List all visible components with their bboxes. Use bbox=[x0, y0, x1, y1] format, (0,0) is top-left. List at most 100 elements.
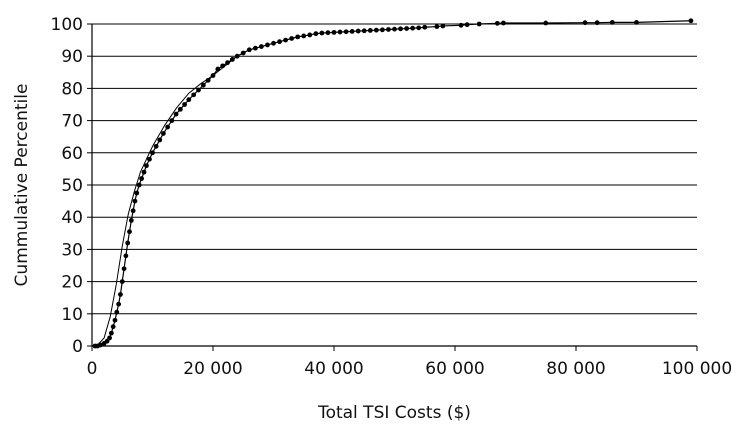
data-point bbox=[634, 19, 639, 25]
data-point bbox=[121, 266, 127, 272]
x-tick-label-60000: 60 000 bbox=[425, 359, 484, 379]
data-point bbox=[144, 163, 149, 169]
y-tick-label-50: 50 bbox=[61, 176, 83, 196]
data-point bbox=[196, 87, 201, 93]
data-point bbox=[337, 29, 343, 35]
data-point bbox=[476, 21, 482, 27]
x-tick-label-80000: 80 000 bbox=[546, 359, 605, 379]
data-point bbox=[110, 324, 116, 330]
data-point bbox=[422, 24, 428, 30]
data-point bbox=[125, 240, 131, 246]
data-point bbox=[116, 301, 122, 307]
data-point bbox=[367, 28, 373, 33]
data-point bbox=[128, 218, 134, 223]
data-point bbox=[386, 27, 391, 32]
data-point bbox=[404, 26, 409, 31]
data-point bbox=[319, 30, 325, 36]
data-point bbox=[134, 190, 140, 196]
data-point bbox=[307, 32, 313, 38]
data-point bbox=[373, 27, 379, 33]
data-point bbox=[246, 47, 252, 53]
data-point bbox=[464, 22, 470, 28]
data-point bbox=[349, 29, 355, 34]
y-tick-label-80: 80 bbox=[61, 79, 83, 99]
data-point bbox=[123, 253, 129, 259]
data-point bbox=[283, 37, 288, 43]
data-point bbox=[410, 25, 416, 31]
data-point bbox=[191, 92, 197, 98]
data-point bbox=[153, 143, 159, 149]
data-point bbox=[458, 22, 464, 28]
data-point bbox=[132, 198, 138, 204]
data-point bbox=[98, 342, 103, 348]
data-point bbox=[136, 182, 142, 188]
data-point bbox=[141, 169, 147, 175]
data-point bbox=[277, 39, 282, 45]
data-point bbox=[398, 26, 403, 32]
y-tick-label-20: 20 bbox=[61, 273, 83, 293]
data-point bbox=[165, 124, 171, 130]
data-point bbox=[594, 20, 600, 26]
data-point bbox=[225, 60, 230, 66]
data-point bbox=[265, 42, 270, 48]
data-point bbox=[157, 137, 163, 143]
data-point bbox=[301, 33, 307, 39]
y-tick-label-40: 40 bbox=[61, 208, 83, 228]
x-tick-label-100000: 100 000 bbox=[662, 359, 732, 379]
data-point bbox=[343, 29, 349, 35]
data-point bbox=[150, 150, 155, 156]
y-tick-label-90: 90 bbox=[61, 47, 83, 67]
data-point bbox=[289, 36, 295, 41]
data-point bbox=[313, 31, 319, 37]
data-point bbox=[173, 111, 179, 117]
data-point bbox=[543, 20, 549, 26]
data-point bbox=[160, 131, 166, 136]
x-tick-label-0: 0 bbox=[87, 359, 98, 379]
y-axis-title: Cummulative Percentile bbox=[12, 84, 32, 287]
data-point bbox=[259, 44, 264, 49]
data-point bbox=[361, 28, 367, 34]
data-point bbox=[177, 106, 183, 112]
y-tick-label-100: 100 bbox=[51, 15, 83, 35]
y-tick-label-0: 0 bbox=[72, 337, 83, 357]
data-point bbox=[107, 335, 112, 341]
data-point bbox=[252, 45, 258, 51]
data-point bbox=[130, 208, 136, 214]
data-point bbox=[494, 20, 500, 26]
y-tick-label-30: 30 bbox=[61, 240, 83, 260]
x-tick-label-40000: 40 000 bbox=[304, 359, 363, 379]
y-tick-label-60: 60 bbox=[61, 144, 83, 164]
data-point bbox=[416, 25, 422, 31]
series-line-1 bbox=[91, 49, 250, 347]
data-point bbox=[609, 19, 615, 25]
data-point bbox=[108, 330, 114, 336]
y-tick-label-70: 70 bbox=[61, 112, 83, 132]
data-point bbox=[118, 292, 123, 297]
data-point bbox=[139, 176, 145, 181]
data-point bbox=[200, 82, 206, 88]
data-point bbox=[688, 18, 694, 24]
x-tick-label-20000: 20 000 bbox=[183, 359, 242, 379]
data-point bbox=[119, 279, 125, 284]
x-axis-title: Total TSI Costs ($) bbox=[317, 403, 471, 423]
data-point bbox=[380, 27, 385, 33]
data-point bbox=[325, 30, 331, 36]
data-point bbox=[331, 29, 337, 35]
data-point bbox=[112, 317, 118, 323]
data-point bbox=[295, 34, 301, 40]
data-point bbox=[582, 20, 588, 26]
series-path-0 bbox=[95, 20, 691, 347]
data-point bbox=[182, 102, 187, 107]
data-point bbox=[434, 24, 440, 29]
data-point bbox=[169, 118, 175, 123]
data-point bbox=[147, 156, 152, 162]
data-point bbox=[440, 23, 446, 29]
data-point bbox=[271, 40, 276, 46]
data-point bbox=[127, 229, 132, 235]
data-point bbox=[114, 309, 120, 315]
data-point bbox=[501, 20, 506, 26]
data-point bbox=[392, 26, 397, 32]
y-tick-label-10: 10 bbox=[61, 305, 83, 325]
